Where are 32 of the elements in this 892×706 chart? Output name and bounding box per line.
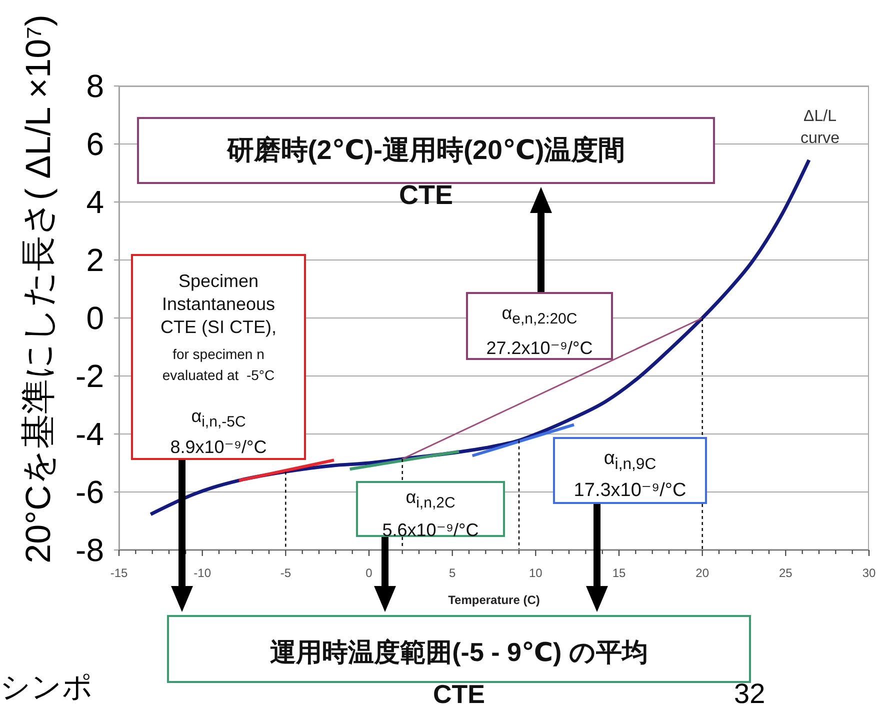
annotation: for specimen n evaluated at -5°C: [162, 345, 275, 385]
y-axis-title: 20°Cを基準にした長さ( ΔL/L ×10⁷): [18, 14, 58, 564]
x-tick-label: -15: [110, 566, 128, 580]
x-tick-label: 0: [366, 566, 373, 580]
x-tick-label: 20: [696, 566, 710, 580]
y-tick-label: -4: [76, 416, 104, 452]
text: 32: [734, 678, 766, 706]
annotation: 研磨時(2℃)-運用時(20℃)温度間 CTE: [226, 134, 626, 211]
text: シンポ: [0, 671, 93, 704]
x-axis-title: Temperature (C): [448, 593, 540, 607]
x-tick-label: 10: [528, 566, 543, 580]
series-label: ΔL/L curve: [799, 107, 841, 149]
x-tick-label: -10: [194, 566, 212, 580]
annotation: α$_{e,n,2:20C}$ 27.2x10⁻⁹/°C: [486, 302, 593, 360]
y-tick-label: 8: [86, 68, 104, 104]
y-tick-label: -2: [76, 358, 104, 394]
text: 運用時温度範囲(-5 - 9℃) の平均 CTE: [270, 637, 648, 706]
y-tick-label: 0: [86, 300, 104, 336]
annotation: α$_{i,n,2C}$ 5.6x10⁻⁹/°C: [382, 486, 479, 542]
annotation: Specimen Instantaneous CTE (SI CTE),: [160, 270, 276, 339]
x-tick-label: 30: [862, 566, 876, 580]
y-tick-label: 6: [86, 126, 104, 162]
y-tick-label: -6: [76, 474, 104, 510]
x-tick-label: 25: [778, 566, 793, 580]
y-tick-label: 2: [86, 242, 104, 278]
annotation: α$_{i,n,-5C}$ 8.9x10⁻⁹/°C: [170, 405, 267, 459]
x-tick-label: 5: [448, 566, 456, 580]
x-tick-label: -5: [280, 566, 292, 580]
x-tick-label: 15: [612, 566, 626, 580]
y-tick-label: 4: [86, 184, 104, 220]
y-tick-label: -8: [76, 532, 104, 568]
annotation: α$_{i,n,9C}$ 17.3x10⁻⁹/°C: [574, 447, 686, 503]
